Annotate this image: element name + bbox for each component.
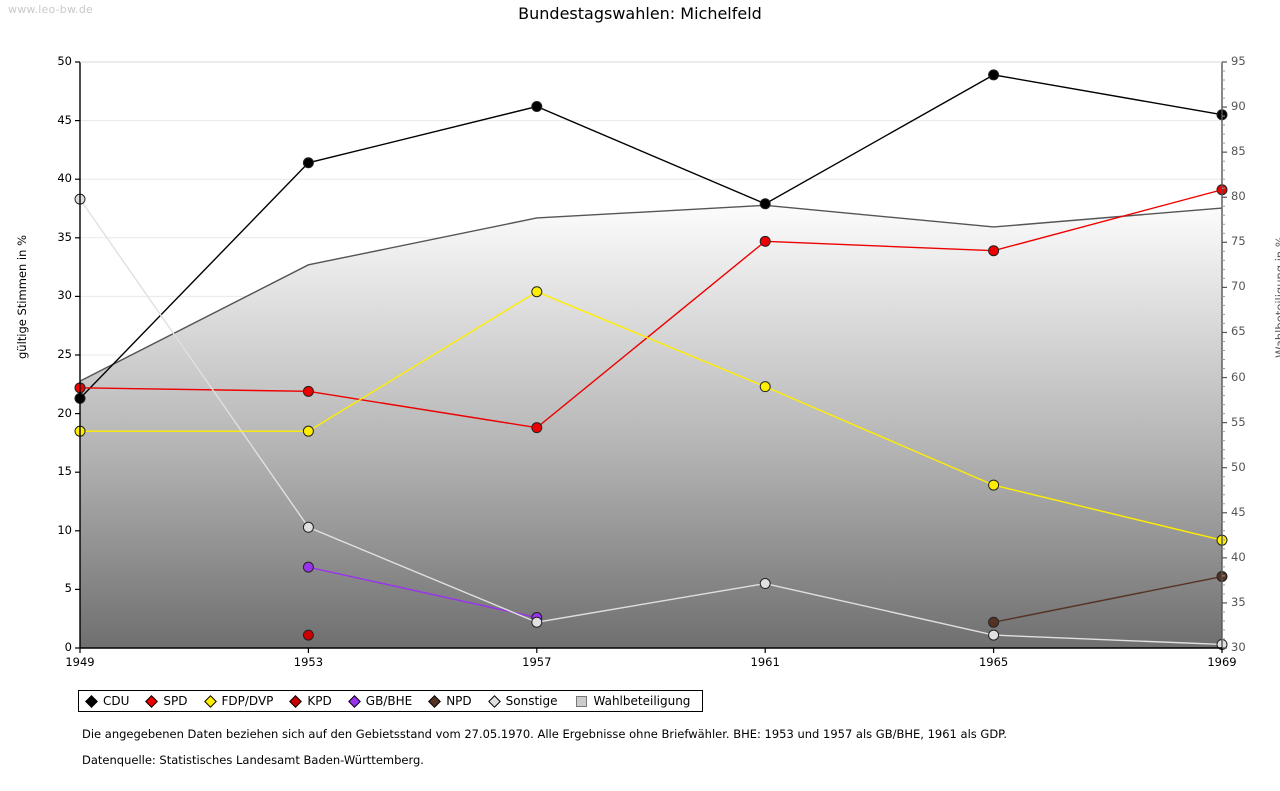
right-axis-tick-label: 75 (1231, 234, 1246, 249)
data-point-spd (988, 245, 1000, 257)
legend-label: SPD (163, 694, 188, 708)
right-axis-tick-label: 60 (1231, 369, 1246, 384)
turnout-area (80, 205, 1222, 649)
left-axis-tick-label: 15 (57, 464, 72, 479)
site-watermark: www.leo-bw.de (8, 3, 94, 16)
legend-marker-icon (145, 694, 159, 708)
left-axis-tick-label: 20 (57, 405, 72, 420)
data-point-sonstige (302, 521, 314, 533)
x-axis-tick-label: 1969 (1207, 655, 1237, 669)
data-point-sonstige (988, 629, 1000, 641)
page-title: Bundestagswahlen: Michelfeld (518, 4, 762, 23)
right-axis-tick-label: 70 (1231, 279, 1246, 294)
series-line-npd (993, 575, 1223, 623)
series-line-sonstige (79, 198, 1223, 646)
legend-label: Sonstige (505, 694, 558, 708)
right-axis-tick-label: 35 (1231, 594, 1246, 609)
turnout-line (79, 204, 1223, 382)
x-axis-tick-label: 1953 (293, 655, 324, 669)
data-point-cdu (759, 198, 771, 210)
footnote-source: Datenquelle: Statistisches Landesamt Bad… (82, 753, 424, 767)
left-axis-tick-label: 50 (57, 54, 72, 68)
data-point-spd (531, 422, 543, 434)
legend-item-fdp-dvp[interactable]: FDP/DVP (203, 694, 274, 708)
legend-item-kpd[interactable]: KPD (289, 694, 332, 708)
left-axis-tick-label: 25 (57, 347, 72, 361)
legend-label: FDP/DVP (221, 694, 274, 708)
legend-marker-icon (289, 694, 303, 708)
right-axis-tick-label: 45 (1231, 504, 1246, 519)
data-point-cdu (988, 69, 1000, 81)
right-axis-tick-label: 95 (1231, 54, 1246, 68)
left-axis-tick-label: 45 (57, 112, 72, 127)
legend-marker-icon (203, 694, 217, 708)
chart-plot-area: gültige Stimmen in % Wahlbeteiligung in … (15, 54, 1280, 669)
left-axis-tick-label: 5 (64, 581, 72, 596)
series-line-fdp-dvp (80, 290, 1223, 541)
data-point-gb-bhe (302, 561, 314, 573)
legend-marker-icon (575, 695, 587, 707)
data-point-spd (302, 385, 314, 397)
series-line-gb-bhe (308, 566, 537, 619)
left-axis-tick-label: 40 (57, 171, 72, 186)
data-point-fdp-dvp (531, 286, 543, 298)
x-axis-tick-label: 1965 (978, 655, 1009, 669)
data-point-npd (988, 616, 1000, 628)
series-line-spd (79, 189, 1223, 429)
data-point-sonstige (759, 578, 771, 590)
legend-item-gb-bhe[interactable]: GB/BHE (347, 694, 413, 708)
data-point-spd (759, 235, 771, 247)
legend-marker-icon (85, 694, 98, 708)
legend-item-sonstige[interactable]: Sonstige (487, 694, 558, 708)
right-axis-tick-label: 50 (1231, 459, 1246, 474)
right-axis-tick-label: 55 (1231, 414, 1246, 429)
chart-svg (74, 61, 1228, 653)
x-axis-tick-label: 1957 (522, 655, 552, 669)
right-axis-tick-label: 85 (1231, 144, 1246, 159)
data-point-cdu (302, 157, 314, 169)
data-point-fdp-dvp (302, 425, 314, 437)
x-axis-tick-label: 1961 (750, 655, 780, 669)
right-axis-tick-label: 40 (1231, 549, 1246, 564)
x-axis-tick-label: 1949 (65, 655, 95, 669)
left-axis-tick-label: 10 (57, 522, 72, 537)
legend-item-spd[interactable]: SPD (145, 694, 188, 708)
footnote-methodology: Die angegebenen Daten beziehen sich auf … (82, 727, 1007, 741)
data-point-cdu (531, 101, 543, 113)
legend-marker-icon (487, 694, 501, 708)
data-point-fdp-dvp (759, 381, 771, 393)
data-point-sonstige (531, 616, 543, 628)
right-axis-tick-label: 90 (1231, 99, 1246, 114)
data-point-fdp-dvp (988, 479, 1000, 491)
legend-item-wahlbeteiligung[interactable]: Wahlbeteiligung (575, 694, 691, 708)
right-axis-tick-label: 30 (1231, 640, 1246, 654)
legend-label: KPD (307, 694, 332, 708)
legend-label: CDU (103, 694, 130, 708)
left-axis-tick-label: 0 (64, 640, 72, 654)
legend-label: GB/BHE (365, 694, 413, 708)
legend-label: NPD (446, 694, 472, 708)
left-axis-tick-label: 30 (57, 288, 72, 303)
legend-marker-icon (347, 694, 361, 708)
data-point-kpd (302, 629, 314, 641)
right-axis-tick-label: 80 (1231, 189, 1246, 204)
series-line-cdu (79, 74, 1223, 399)
legend-item-npd[interactable]: NPD (428, 694, 472, 708)
right-axis-title: Wahlbeteiligung in % (1273, 236, 1280, 358)
right-axis-tick-label: 65 (1231, 324, 1246, 339)
legend-item-cdu[interactable]: CDU (85, 694, 130, 708)
left-axis-tick-label: 35 (57, 229, 72, 244)
legend-marker-icon (428, 694, 442, 708)
legend-label: Wahlbeteiligung (593, 694, 691, 708)
chart-legend: CDU SPD FDP/DVP KPD GB/BHE NPD Sonstige Wahlbet… (78, 690, 704, 712)
